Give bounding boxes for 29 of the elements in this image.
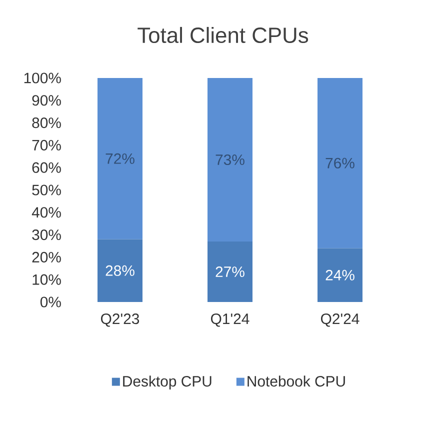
bar <box>318 78 362 248</box>
y-tick-label: 50% <box>32 184 61 196</box>
bar <box>318 248 362 302</box>
bar <box>208 242 252 302</box>
y-tick-label: 70% <box>32 140 61 150</box>
y-tick-label: 0% <box>40 296 61 308</box>
y-tick-label: 100% <box>24 72 61 84</box>
data-label: 72% <box>106 153 134 164</box>
data-label: 73% <box>216 154 244 166</box>
y-tick-label: 40% <box>32 207 61 218</box>
data-label: 24% <box>326 270 354 280</box>
y-tick-label: 80% <box>32 118 61 128</box>
data-label: 27% <box>216 266 244 278</box>
x-tick-label: Q2'23 <box>101 314 140 327</box>
legend-label: Desktop CPU <box>123 376 212 390</box>
legend-label: Notebook CPU <box>248 376 345 387</box>
x-tick-label: Q1'24 <box>211 314 250 327</box>
x-tick-label: Q2'24 <box>321 314 360 327</box>
data-label: 76% <box>326 158 354 168</box>
y-tick-label: 60% <box>32 162 61 173</box>
bar <box>208 78 252 242</box>
y-tick-label: 20% <box>32 252 61 262</box>
y-tick-label: 90% <box>32 95 61 106</box>
y-tick-label: 30% <box>32 230 61 240</box>
bar <box>98 239 142 302</box>
bar <box>98 78 142 240</box>
data-label: 28% <box>106 265 134 276</box>
chart-title: Total Client CPUs <box>138 26 308 44</box>
y-tick-label: 10% <box>32 274 61 285</box>
